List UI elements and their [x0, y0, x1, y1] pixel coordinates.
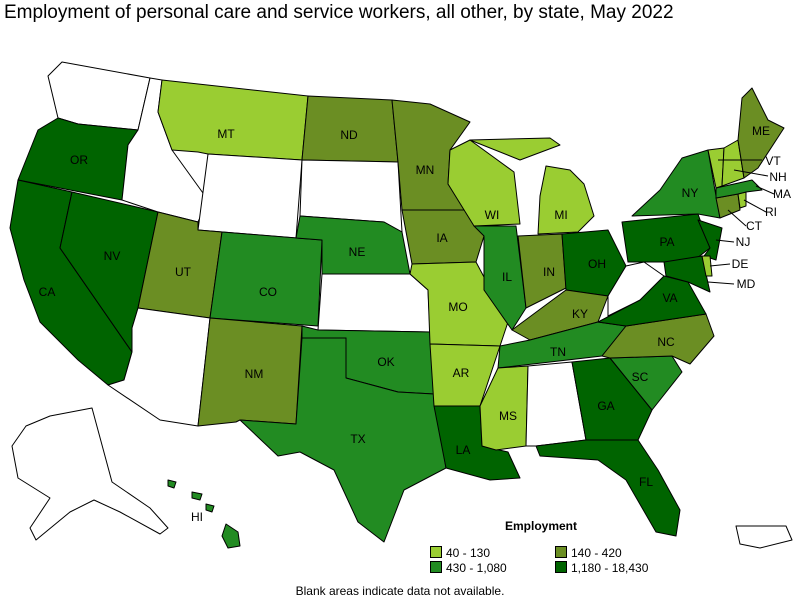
state-ME[interactable]	[737, 87, 785, 179]
label-NH: NH	[769, 170, 786, 184]
label-NJ: NJ	[736, 235, 751, 249]
state-MI-lower[interactable]	[537, 165, 595, 235]
label-NM: NM	[245, 367, 264, 381]
state-PA[interactable]	[621, 213, 711, 263]
state-HI-islands[interactable]	[167, 479, 215, 513]
legend-title: Employment	[505, 519, 578, 533]
state-KY[interactable]	[511, 289, 609, 341]
state-DE[interactable]	[701, 255, 713, 277]
state-MT[interactable]	[157, 79, 309, 161]
legend-label-3: 430 - 1,080	[446, 561, 507, 575]
label-HI: HI	[191, 510, 203, 524]
state-labels: OR CA NV MT UT CO NM ND NE OK TX MN IA M…	[39, 124, 791, 524]
label-DE: DE	[732, 257, 749, 271]
state-KS[interactable]	[317, 273, 431, 333]
legend-swatch-4	[555, 561, 567, 573]
label-AR: AR	[453, 366, 470, 380]
label-ME: ME	[752, 124, 770, 138]
label-NY: NY	[682, 186, 699, 200]
label-OK: OK	[377, 355, 394, 369]
callout-lines	[707, 159, 775, 285]
label-OR: OR	[70, 153, 88, 167]
legend-swatch-1	[430, 546, 442, 558]
label-RI: RI	[765, 205, 777, 219]
label-CT: CT	[746, 219, 763, 233]
label-NC: NC	[657, 335, 675, 349]
label-WI: WI	[485, 208, 500, 222]
label-IL: IL	[502, 270, 512, 284]
label-OH: OH	[588, 257, 606, 271]
page-title: Employment of personal care and service …	[4, 2, 674, 23]
label-SC: SC	[632, 370, 649, 384]
label-MN: MN	[416, 163, 435, 177]
state-CO[interactable]	[209, 231, 323, 327]
label-MO: MO	[448, 300, 467, 314]
state-MI[interactable]	[469, 137, 561, 161]
state-GA[interactable]	[571, 357, 653, 441]
state-HI[interactable]	[221, 523, 241, 549]
label-PA: PA	[659, 235, 674, 249]
legend-item-1: 40 - 130	[430, 546, 490, 560]
label-ND: ND	[340, 128, 358, 142]
state-FL[interactable]	[535, 439, 681, 537]
footnote: Blank areas indicate data not available.	[295, 584, 505, 598]
legend-label-1: 40 - 130	[446, 546, 491, 560]
legend-item-3: 430 - 1,080	[430, 561, 507, 575]
label-VT: VT	[765, 154, 781, 168]
legend-swatch-3	[430, 561, 442, 573]
legend-label-4: 1,180 - 18,430	[571, 561, 649, 575]
label-MD: MD	[737, 277, 756, 291]
label-UT: UT	[175, 265, 192, 279]
state-WY[interactable]	[197, 153, 303, 239]
legend-item-4: 1,180 - 18,430	[555, 561, 648, 575]
label-TN: TN	[550, 345, 566, 359]
label-KY: KY	[572, 307, 588, 321]
legend-item-2: 140 - 420	[555, 546, 622, 560]
state-NY[interactable]	[631, 149, 721, 219]
label-GA: GA	[597, 399, 614, 413]
legend-swatch-2	[555, 546, 567, 558]
label-MT: MT	[217, 127, 235, 141]
label-TX: TX	[350, 432, 365, 446]
legend-label-2: 140 - 420	[571, 546, 622, 560]
label-IA: IA	[436, 231, 447, 245]
label-IN: IN	[543, 265, 555, 279]
state-TX[interactable]	[239, 337, 447, 543]
label-CA: CA	[39, 285, 56, 299]
state-WV[interactable]	[607, 261, 665, 317]
state-IA[interactable]	[401, 209, 485, 265]
label-VA: VA	[662, 291, 677, 305]
territory-PR[interactable]	[735, 525, 793, 549]
label-FL: FL	[639, 475, 653, 489]
state-AK[interactable]	[11, 407, 169, 541]
label-MI: MI	[554, 208, 567, 222]
label-LA: LA	[456, 443, 471, 457]
label-MS: MS	[499, 409, 517, 423]
label-NE: NE	[349, 245, 366, 259]
state-MD[interactable]	[663, 255, 711, 293]
label-NV: NV	[104, 249, 121, 263]
label-CO: CO	[259, 285, 277, 299]
state-MA[interactable]	[715, 179, 763, 199]
label-MA: MA	[773, 187, 791, 201]
